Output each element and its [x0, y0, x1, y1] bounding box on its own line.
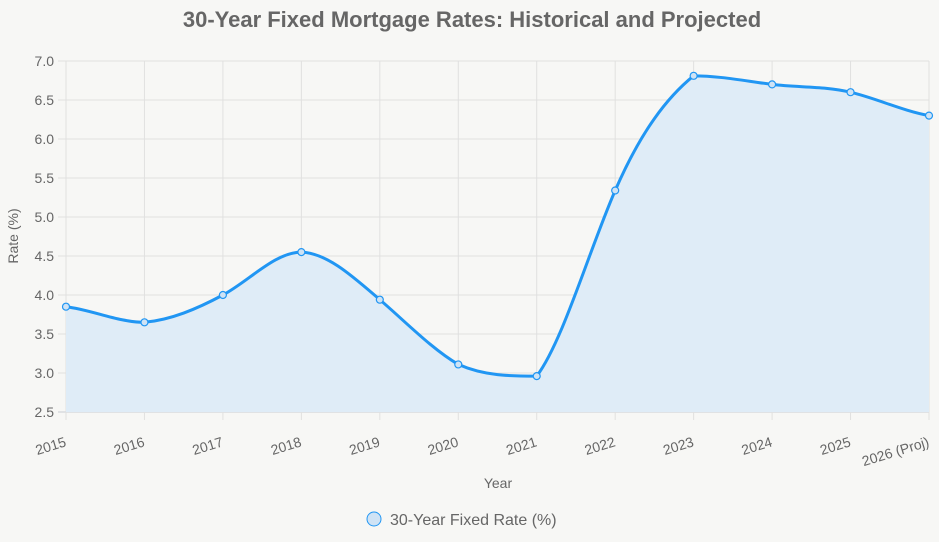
data-point	[297, 248, 306, 257]
x-tick-label: 2018	[269, 434, 304, 458]
data-point	[454, 360, 463, 369]
data-point	[532, 372, 541, 381]
y-tick-label: 5.5	[35, 170, 55, 186]
y-axis-label: Rate (%)	[5, 208, 21, 263]
y-tick-label: 4.0	[35, 287, 55, 303]
data-point	[689, 71, 698, 80]
x-tick-label: 2024	[739, 434, 774, 458]
y-tick-label: 5.0	[35, 209, 55, 225]
legend-label: 30-Year Fixed Rate (%)	[390, 512, 557, 529]
x-tick-label: 2020	[426, 434, 461, 458]
legend-marker	[366, 511, 382, 527]
data-point	[61, 302, 71, 311]
data-point	[218, 290, 228, 300]
chart-title: 30-Year Fixed Mortgage Rates: Historical…	[183, 7, 761, 32]
y-tick-label: 3.0	[35, 365, 55, 381]
y-tick-label: 4.5	[35, 248, 55, 264]
x-axis-ticks: 2015 2016 2017 2018 2019 2020 2021 2022 2023 2024…	[33, 434, 930, 470]
x-tick-label: 2025	[818, 434, 853, 458]
y-tick-label: 6.5	[35, 92, 55, 108]
y-tick-label: 3.5	[35, 326, 55, 342]
y-axis-ticks: 2.5 3.0 3.5 4.0 4.5 5.0 5.5 6.0 6.5 7.0	[35, 53, 55, 420]
x-tick-label: 2017	[190, 434, 225, 458]
x-tick-label: 2019	[347, 434, 382, 458]
data-point	[140, 318, 149, 327]
legend[interactable]: 30-Year Fixed Rate (%)	[366, 511, 557, 529]
x-tick-label: 2015	[33, 434, 68, 458]
x-tick-label: 2026 (Proj)	[860, 434, 931, 470]
data-point	[846, 88, 855, 97]
y-tick-label: 2.5	[35, 404, 55, 420]
x-tick-label: 2016	[112, 434, 147, 458]
x-tick-label: 2022	[583, 434, 618, 458]
y-tick-label: 6.0	[35, 131, 55, 147]
data-point	[611, 186, 620, 195]
data-points	[61, 71, 934, 381]
x-axis-label: Year	[484, 475, 513, 491]
data-point	[767, 80, 777, 89]
x-tick-label: 2021	[504, 434, 539, 458]
y-tick-label: 7.0	[35, 53, 55, 69]
data-point	[375, 295, 384, 304]
data-point	[924, 111, 934, 120]
area-fill	[66, 75, 929, 412]
x-tick-label: 2023	[661, 434, 696, 458]
